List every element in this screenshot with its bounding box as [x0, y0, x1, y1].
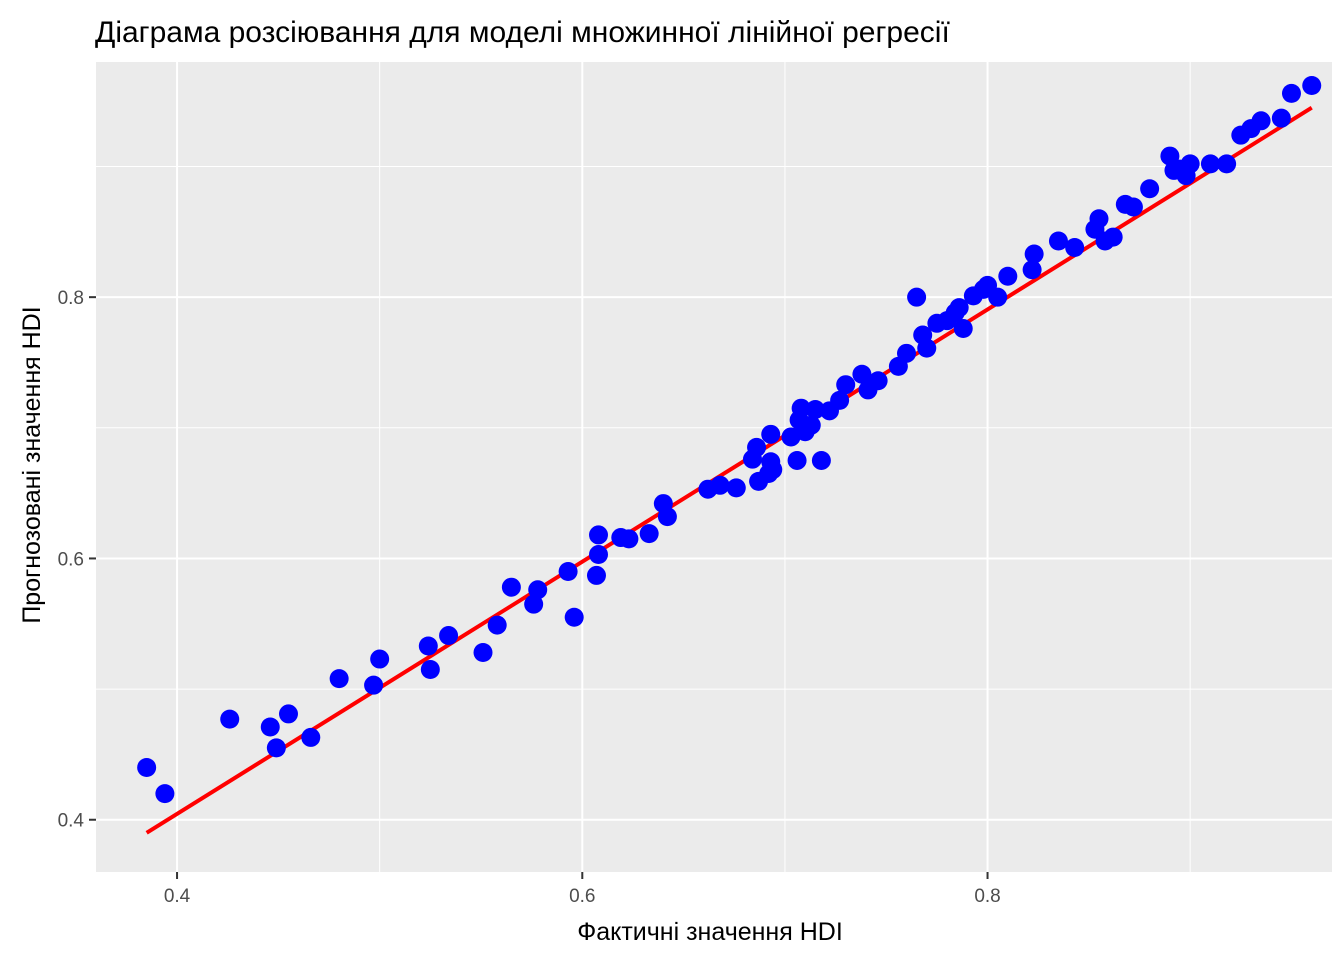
- data-point: [501, 577, 521, 597]
- x-tick-label: 0.6: [569, 886, 595, 907]
- data-point: [220, 709, 240, 729]
- data-point: [710, 475, 730, 495]
- data-point: [747, 437, 767, 457]
- data-point: [1281, 83, 1301, 103]
- regression-line: [145, 106, 1313, 835]
- data-point: [907, 287, 927, 307]
- data-point: [420, 660, 440, 679]
- data-point: [1103, 227, 1123, 247]
- data-point: [761, 424, 781, 444]
- data-point: [278, 704, 298, 724]
- data-point: [917, 338, 937, 358]
- data-point: [830, 390, 850, 410]
- data-point: [439, 626, 459, 646]
- data-point: [487, 615, 507, 635]
- data-point: [586, 565, 606, 585]
- data-point: [1217, 154, 1237, 174]
- data-point: [1123, 197, 1143, 217]
- data-point: [155, 784, 175, 804]
- data-point: [1180, 154, 1200, 174]
- data-point: [589, 525, 609, 545]
- data-point: [1251, 111, 1271, 131]
- data-point: [988, 287, 1008, 307]
- data-point: [301, 727, 321, 747]
- data-point: [868, 371, 888, 391]
- data-point: [1048, 231, 1068, 251]
- data-point: [998, 266, 1018, 286]
- data-point: [836, 375, 856, 395]
- y-tick-label: 0.8: [58, 288, 84, 309]
- data-point: [1089, 209, 1109, 229]
- data-point: [558, 562, 578, 582]
- data-point: [726, 478, 746, 498]
- data-point: [787, 450, 807, 470]
- data-point: [1024, 244, 1044, 264]
- data-point: [370, 649, 390, 669]
- plot-area: [96, 62, 1332, 872]
- y-axis: 0.4 0.6 0.8: [58, 288, 96, 832]
- data-point: [791, 398, 811, 418]
- y-tick-label: 0.6: [58, 549, 84, 570]
- data-point: [564, 607, 584, 627]
- data-point: [528, 580, 548, 600]
- fit-line-layer: [145, 106, 1313, 835]
- data-point: [763, 460, 783, 480]
- data-point: [1140, 179, 1160, 199]
- data-point: [657, 507, 677, 527]
- data-point: [811, 450, 831, 470]
- data-point: [473, 643, 493, 663]
- y-tick-label: 0.4: [58, 811, 85, 832]
- points-layer: [137, 76, 1322, 804]
- x-axis-title: Фактичні значення HDI: [577, 918, 843, 946]
- y-axis-title: Прогнозовані значення HDI: [18, 306, 46, 623]
- x-tick-label: 0.4: [164, 886, 191, 907]
- data-point: [805, 400, 825, 420]
- data-point: [137, 757, 157, 777]
- data-point: [1271, 108, 1291, 128]
- data-point: [619, 529, 639, 549]
- data-point: [418, 636, 438, 656]
- grid-lines: [96, 62, 1332, 872]
- data-point: [589, 545, 609, 565]
- data-point: [1160, 146, 1180, 166]
- data-point: [260, 717, 280, 737]
- x-tick-label: 0.8: [974, 886, 1000, 907]
- data-point: [266, 738, 286, 758]
- chart-title: Діаграма розсіювання для моделі множинно…: [95, 16, 950, 49]
- data-point: [1200, 154, 1220, 174]
- data-point: [896, 343, 916, 363]
- data-point: [801, 415, 821, 435]
- x-axis: 0.4 0.6 0.8: [164, 872, 1001, 907]
- data-point: [1302, 76, 1322, 96]
- data-point: [524, 594, 544, 614]
- data-point: [329, 669, 349, 689]
- data-point: [639, 524, 659, 544]
- data-point: [364, 675, 384, 695]
- data-point: [1065, 238, 1085, 258]
- data-point: [953, 319, 973, 339]
- data-point: [1022, 260, 1042, 280]
- data-point: [852, 364, 872, 384]
- data-point: [949, 298, 969, 318]
